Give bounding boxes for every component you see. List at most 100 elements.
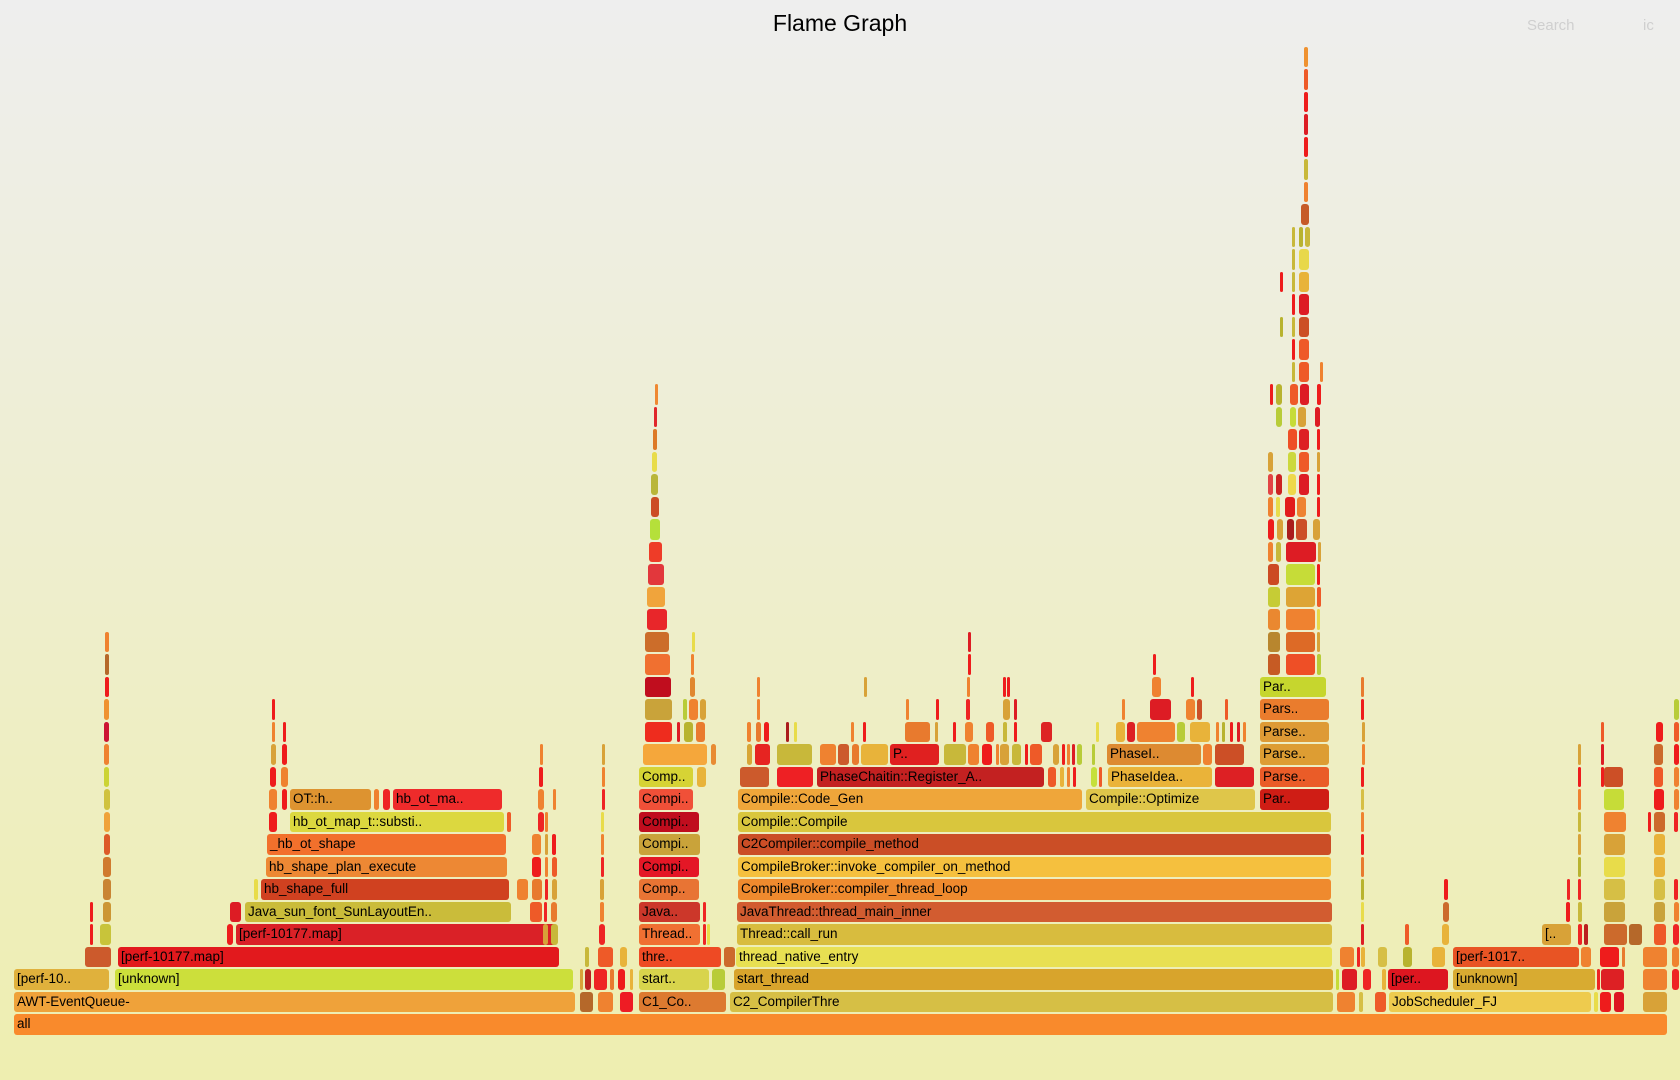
frame[interactable]	[1286, 654, 1315, 675]
frame[interactable]	[1317, 474, 1320, 495]
frame[interactable]	[1286, 631, 1315, 652]
frame[interactable]	[861, 744, 888, 765]
frame[interactable]	[1012, 744, 1021, 765]
frame[interactable]	[645, 676, 671, 697]
frame[interactable]	[1654, 834, 1665, 855]
frame[interactable]	[540, 744, 543, 765]
frame[interactable]	[1643, 991, 1667, 1012]
frame[interactable]	[1003, 676, 1006, 697]
frame[interactable]	[1290, 406, 1296, 427]
frame[interactable]	[1654, 789, 1664, 810]
frame[interactable]	[1643, 969, 1667, 990]
frame[interactable]	[1362, 744, 1365, 765]
frame[interactable]	[1203, 744, 1212, 765]
frame[interactable]	[105, 676, 109, 697]
frame[interactable]	[1317, 631, 1320, 652]
frame[interactable]	[1301, 204, 1309, 225]
frame[interactable]	[747, 744, 752, 765]
ignore-case-toggle[interactable]: ic	[1643, 17, 1654, 34]
frame[interactable]	[100, 924, 111, 945]
frame[interactable]	[1361, 766, 1364, 787]
frame-phaseidea[interactable]: PhaseIdea..	[1108, 766, 1212, 787]
frame[interactable]	[1361, 699, 1364, 720]
frame[interactable]	[700, 699, 706, 720]
frame[interactable]	[703, 901, 706, 922]
frame[interactable]	[684, 721, 693, 742]
frame[interactable]	[1299, 294, 1309, 315]
frame[interactable]	[1096, 721, 1099, 742]
frame[interactable]	[230, 901, 241, 922]
frame[interactable]	[1286, 541, 1316, 562]
frame[interactable]	[1578, 924, 1582, 945]
frame[interactable]	[724, 946, 735, 967]
frame[interactable]	[692, 631, 695, 652]
frame[interactable]	[1304, 181, 1308, 202]
frame[interactable]	[1317, 609, 1320, 630]
frame[interactable]	[1288, 429, 1297, 450]
frame[interactable]	[1584, 924, 1588, 945]
frame-compi[interactable]: Compi..	[639, 789, 693, 810]
frame[interactable]	[1292, 361, 1295, 382]
frame-phasechaitin-register-a[interactable]: PhaseChaitin::Register_A..	[817, 766, 1044, 787]
frame[interactable]	[1361, 676, 1364, 697]
frame[interactable]	[966, 699, 970, 720]
frame[interactable]	[1153, 654, 1156, 675]
frame[interactable]	[1298, 406, 1306, 427]
frame[interactable]	[1317, 496, 1320, 517]
frame[interactable]	[599, 924, 605, 945]
frame[interactable]	[269, 811, 277, 832]
frame[interactable]	[1567, 879, 1570, 900]
frame-pars[interactable]: Pars..	[1260, 699, 1329, 720]
frame[interactable]	[1276, 384, 1282, 405]
frame[interactable]	[553, 789, 556, 810]
frame[interactable]	[757, 699, 760, 720]
frame[interactable]	[1363, 969, 1371, 990]
frame-hb-ot-ma[interactable]: hb_ot_ma..	[393, 789, 502, 810]
frame[interactable]	[905, 721, 930, 742]
frame[interactable]	[650, 519, 660, 540]
frame[interactable]	[1654, 811, 1665, 832]
frame[interactable]	[1654, 924, 1666, 945]
frame[interactable]	[1286, 609, 1315, 630]
frame[interactable]	[374, 789, 379, 810]
frame[interactable]	[645, 654, 670, 675]
frame[interactable]	[1337, 991, 1355, 1012]
frame[interactable]	[1007, 676, 1010, 697]
frame[interactable]	[507, 811, 511, 832]
frame-compilebroker-compiler-thread-loop[interactable]: CompileBroker::compiler_thread_loop	[738, 879, 1331, 900]
frame[interactable]	[1287, 519, 1294, 540]
frame[interactable]	[652, 451, 657, 472]
frame[interactable]	[1280, 316, 1283, 337]
frame-compi[interactable]: Compi..	[639, 811, 699, 832]
frame[interactable]	[1268, 586, 1280, 607]
frame[interactable]	[645, 699, 672, 720]
frame[interactable]	[864, 676, 867, 697]
frame[interactable]	[820, 744, 836, 765]
frame[interactable]	[936, 699, 939, 720]
frame[interactable]	[1292, 226, 1295, 247]
frame[interactable]	[677, 721, 680, 742]
frame[interactable]	[1578, 834, 1581, 855]
frame-compile-compile[interactable]: Compile::Compile	[738, 811, 1331, 832]
frame[interactable]	[1268, 541, 1273, 562]
frame[interactable]	[1361, 811, 1364, 832]
frame[interactable]	[539, 766, 543, 787]
frame[interactable]	[1674, 811, 1678, 832]
frame[interactable]	[282, 744, 287, 765]
frame[interactable]	[1672, 969, 1679, 990]
frame[interactable]	[103, 901, 111, 922]
frame[interactable]	[598, 946, 613, 967]
frame[interactable]	[786, 721, 789, 742]
frame[interactable]	[1578, 744, 1581, 765]
frame[interactable]	[1317, 451, 1320, 472]
frame[interactable]	[551, 924, 558, 945]
frame[interactable]	[1268, 564, 1279, 585]
frame[interactable]	[1270, 384, 1273, 405]
frame[interactable]	[1072, 744, 1075, 765]
frame[interactable]	[105, 631, 109, 652]
frame[interactable]	[1674, 879, 1678, 900]
frame[interactable]	[545, 834, 548, 855]
frame[interactable]	[1382, 969, 1386, 990]
frame[interactable]	[1566, 901, 1570, 922]
frame[interactable]	[1444, 879, 1448, 900]
